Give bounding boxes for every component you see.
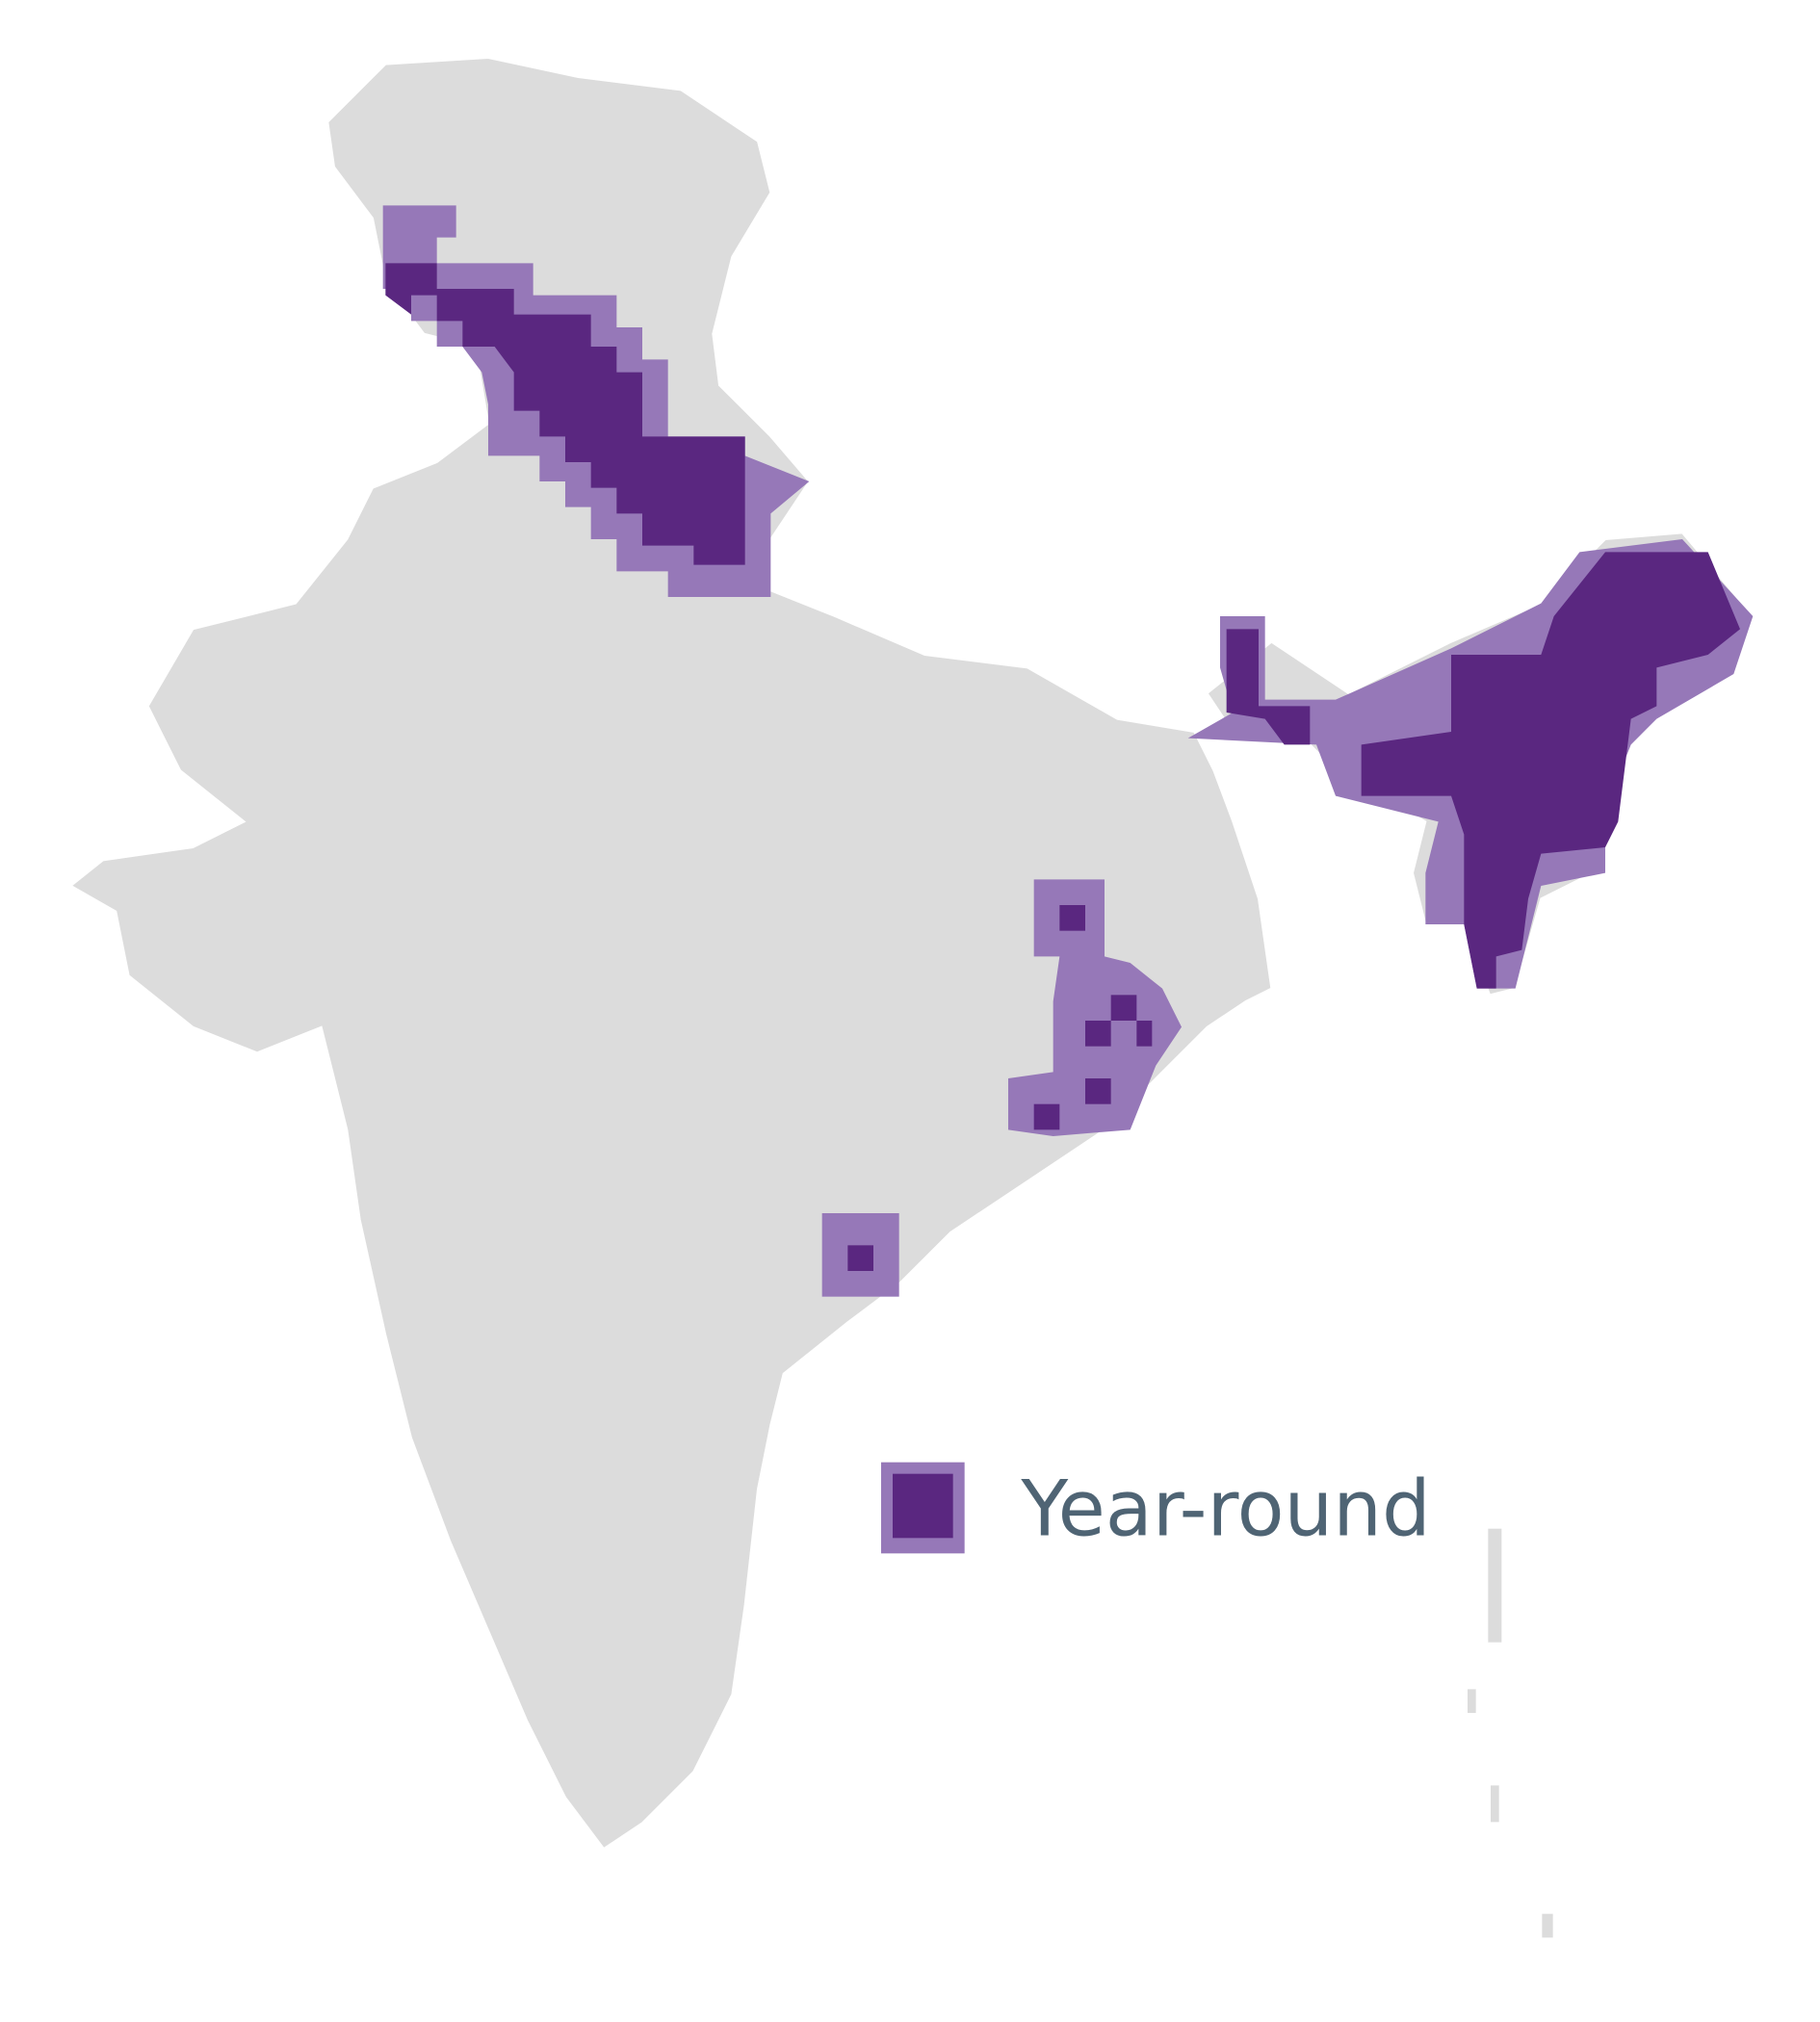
range-cell	[1085, 1021, 1111, 1047]
range-cell	[1033, 1103, 1060, 1130]
island	[1489, 1783, 1501, 1825]
mainland	[68, 56, 1273, 1851]
land	[68, 56, 1755, 1940]
range-cell	[847, 1245, 873, 1271]
legend-swatch	[893, 1473, 953, 1539]
range-area	[1008, 879, 1182, 1136]
range	[382, 205, 1754, 1297]
island	[1486, 1526, 1504, 1645]
legend-label: Year-round	[1020, 1465, 1430, 1554]
range-area	[385, 263, 745, 565]
range-cell	[1085, 1078, 1111, 1104]
island	[1466, 1687, 1478, 1715]
legend: Year-round	[881, 1462, 1431, 1554]
range-cell	[1059, 905, 1085, 931]
range-area	[1226, 629, 1311, 745]
range-area	[1361, 552, 1740, 989]
range-cell	[1110, 995, 1137, 1021]
island	[1540, 1911, 1555, 1940]
range-cell	[1136, 1021, 1153, 1047]
